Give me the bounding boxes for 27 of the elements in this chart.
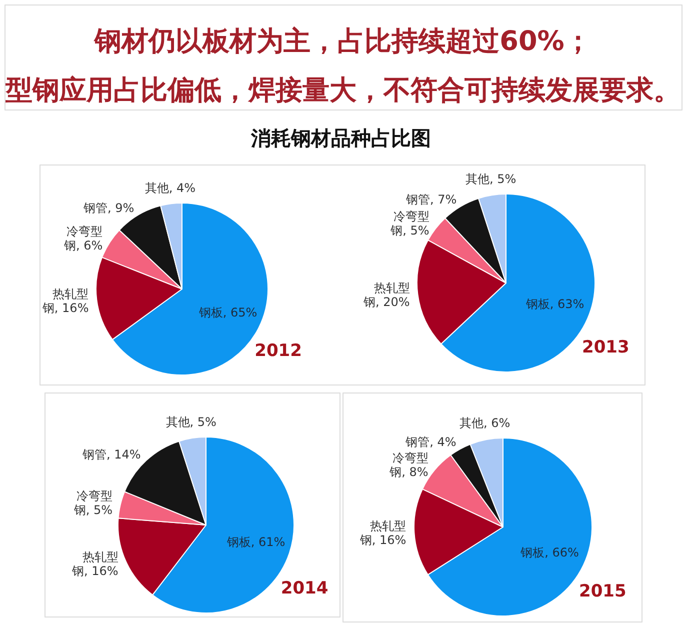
slice-label: 钢管, 4% (404, 435, 456, 449)
slice-label: 热轧型钢, 16% (41, 286, 89, 315)
slice-label: 钢管, 9% (82, 201, 134, 216)
slice-label: 热轧型钢, 16% (358, 519, 406, 548)
slice-label: 钢板, 61% (226, 534, 286, 549)
text: 2013 (582, 337, 630, 358)
slice-label: 钢板, 65% (198, 305, 258, 320)
text: 2014 (280, 578, 328, 599)
slice-label: 冷弯型钢, 5% (72, 488, 113, 517)
text: 消耗钢材品种占比图 (250, 126, 431, 150)
slice-label: 冷弯型钢, 8% (388, 451, 428, 480)
slice-label: 钢管, 14% (81, 448, 141, 462)
slice-label: 其他, 5% (166, 415, 216, 429)
slice-label: 热轧型钢, 16% (71, 550, 118, 578)
text: 钢材仍以板材为主，占比持续超过60%； (94, 26, 592, 57)
text: 2015 (579, 581, 626, 602)
text: 2012 (254, 341, 302, 362)
slice-label: 其他, 4% (144, 181, 196, 195)
text: 型钢应用占比偏低，焊接量大，不符合可持续发展要求。 (4, 75, 680, 106)
slice-label: 冷弯型钢, 6% (62, 224, 103, 253)
slice-label: 冷弯型钢, 5% (390, 210, 430, 238)
slice-label: 钢管, 7% (404, 192, 457, 207)
slice-label: 其他, 6% (459, 416, 510, 430)
slice-label: 钢板, 66% (520, 546, 579, 560)
slice-label: 热轧型钢, 20% (362, 281, 410, 310)
slice-label: 钢板, 63% (524, 297, 584, 312)
slice-label: 其他, 5% (465, 172, 516, 186)
